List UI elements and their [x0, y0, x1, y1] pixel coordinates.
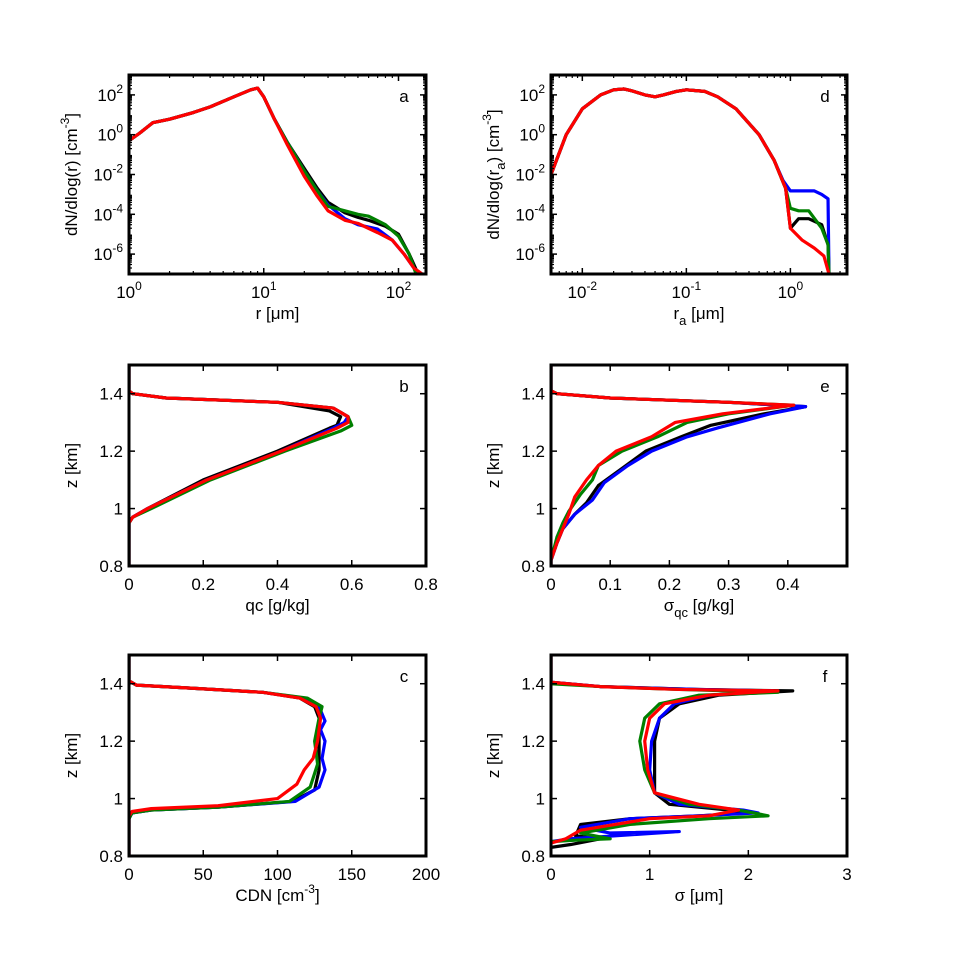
y-tick-label: 0.8 — [99, 847, 123, 866]
x-tick-label: 100 — [116, 279, 142, 302]
panel-label: c — [400, 667, 409, 686]
x-tick-label: 101 — [251, 279, 277, 302]
y-axis-label: z [km] — [484, 733, 503, 778]
y-tick-label: 10-6 — [515, 241, 545, 264]
y-tick-label: 0.8 — [521, 847, 545, 866]
x-tick-label: 0.6 — [340, 575, 364, 594]
y-tick-label: 0.8 — [99, 557, 123, 576]
y-tick-label: 1.4 — [99, 675, 123, 694]
x-tick-label: 0 — [546, 575, 555, 594]
y-axis-label: z [km] — [484, 443, 503, 488]
panel-label: b — [399, 377, 408, 396]
x-tick-label: 0.2 — [191, 575, 215, 594]
x-axis-label: r [μm] — [256, 304, 300, 323]
y-tick-label: 1 — [536, 790, 545, 809]
y-tick-label: 10-4 — [93, 201, 123, 224]
x-tick-label: 10-2 — [568, 279, 598, 302]
x-tick-label: 102 — [386, 279, 412, 302]
y-tick-label: 100 — [97, 122, 123, 145]
y-tick-label: 100 — [519, 122, 545, 145]
series-group-c — [129, 655, 327, 856]
series-group-f — [551, 655, 795, 849]
series-group-a — [129, 86, 424, 274]
y-tick-label: 1.2 — [521, 732, 545, 751]
x-axis-label: CDN [cm-3] — [235, 882, 319, 905]
x-axis-label: ra [μm] — [673, 304, 724, 328]
panel-label: d — [820, 87, 829, 106]
series-line-red — [129, 86, 424, 274]
x-tick-label: 0 — [124, 575, 133, 594]
x-tick-label: 0.8 — [414, 575, 438, 594]
y-tick-label: 1.2 — [99, 732, 123, 751]
panel-e: 0 0.1 0.2 0.3 0.4 0.8 1 1.2 1.4 e σqc [g/kg] z [km] — [484, 363, 849, 620]
y-tick-label: 10-2 — [93, 162, 123, 185]
x-tick-label: 0.2 — [658, 575, 682, 594]
x-tick-label: 0.4 — [776, 575, 800, 594]
x-tick-label: 150 — [338, 865, 366, 884]
series-group-b — [129, 365, 354, 566]
series-line-red — [129, 365, 350, 566]
y-tick-label: 10-4 — [515, 201, 545, 224]
x-tick-label: 3 — [842, 865, 851, 884]
panel-a: 100 101 102 10-6 10-4 10-2 100 102 a r [μm] dN/dlo… — [58, 73, 428, 323]
x-tick-label: 1 — [645, 865, 654, 884]
y-axis-label: z [km] — [62, 443, 81, 488]
y-tick-label: 1 — [114, 500, 123, 519]
y-tick-label: 1 — [114, 790, 123, 809]
x-tick-label: 0.4 — [266, 575, 290, 594]
series-line-red — [551, 87, 831, 274]
series-line-red — [129, 655, 323, 856]
x-tick-label: 50 — [194, 865, 213, 884]
panel-label: e — [820, 377, 829, 396]
y-tick-label: 1.4 — [521, 385, 545, 404]
series-line-red — [551, 365, 796, 566]
series-group-d — [551, 87, 831, 274]
axes-box — [549, 653, 849, 858]
panel-label: f — [823, 667, 828, 686]
x-tick-label: 100 — [778, 279, 804, 302]
y-axis-label: dN/dlog(r) [cm-3] — [58, 113, 81, 236]
y-tick-label: 1.2 — [99, 442, 123, 461]
panel-d: 10-2 10-1 100 10-6 10-4 10-2 100 102 d ra [μm] dN/… — [480, 73, 849, 328]
y-axis-label: z [km] — [62, 733, 81, 778]
axes-box — [549, 363, 849, 568]
panel-b: 0 0.2 0.4 0.6 0.8 0.8 1 1.2 1.4 b qc [g/kg] z [km] — [62, 363, 438, 615]
x-tick-label: 0 — [124, 865, 133, 884]
x-tick-label: 0.1 — [598, 575, 622, 594]
series-group-e — [551, 365, 808, 566]
panel-f: 0 1 2 3 0.8 1 1.2 1.4 f σ [μm] z [km] — [484, 653, 852, 905]
panel-label: a — [399, 87, 409, 106]
x-tick-label: 10-1 — [672, 279, 702, 302]
y-tick-label: 1 — [536, 500, 545, 519]
y-tick-label: 10-6 — [93, 241, 123, 264]
x-axis-label: σ [μm] — [675, 886, 724, 905]
x-tick-label: 100 — [263, 865, 291, 884]
y-tick-label: 1.4 — [521, 675, 545, 694]
x-tick-label: 0.3 — [717, 575, 741, 594]
y-tick-label: 1.4 — [99, 385, 123, 404]
x-axis-label: qc [g/kg] — [245, 596, 309, 615]
y-tick-label: 10-2 — [515, 162, 545, 185]
y-tick-label: 102 — [97, 82, 123, 105]
x-tick-label: 2 — [744, 865, 753, 884]
y-tick-label: 0.8 — [521, 557, 545, 576]
panel-c: 0 50 100 150 200 0.8 1 1.2 1.4 c CDN [cm-3] z [km] — [62, 653, 440, 905]
y-tick-label: 1.2 — [521, 442, 545, 461]
y-axis-label: dN/dlog(ra) [cm-3] — [480, 109, 508, 239]
x-tick-label: 200 — [412, 865, 440, 884]
series-line-red — [551, 655, 780, 845]
x-tick-label: 0 — [546, 865, 555, 884]
x-axis-label: σqc [g/kg] — [664, 596, 735, 620]
y-tick-label: 102 — [519, 82, 545, 105]
